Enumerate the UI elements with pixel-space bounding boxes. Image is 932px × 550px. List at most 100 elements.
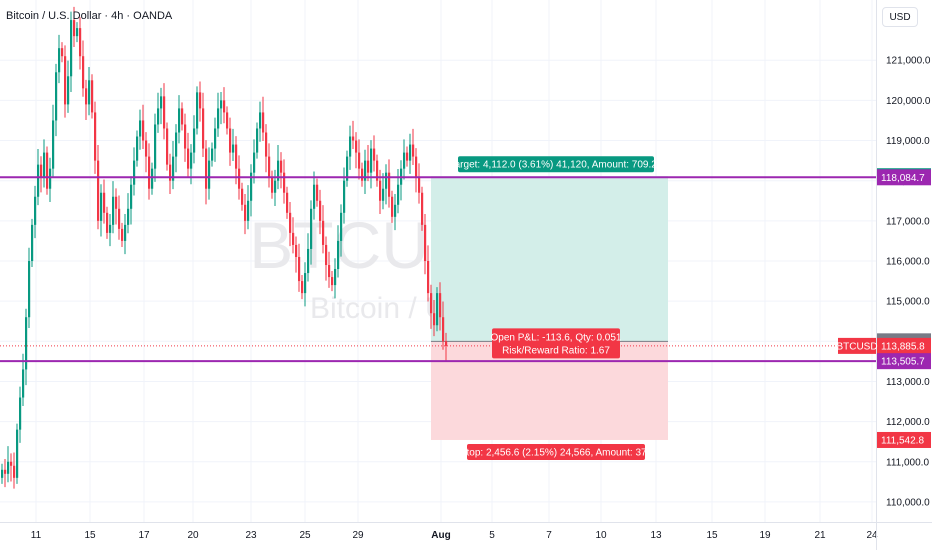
candle-body	[193, 128, 196, 153]
price-tag-line: 118,084.7	[877, 169, 931, 186]
candle-body	[169, 164, 172, 181]
candle-body	[229, 128, 232, 153]
candle-body	[88, 80, 91, 105]
x-tick-label: 25	[299, 530, 311, 541]
y-tick-label: 119,000.0	[886, 136, 930, 147]
candle-body	[127, 208, 130, 225]
candle-body	[85, 88, 88, 105]
candle-body	[94, 112, 97, 161]
candle-body	[100, 192, 103, 221]
candle-body	[316, 184, 319, 201]
x-tick-label: 15	[84, 530, 96, 541]
candle-body	[286, 192, 289, 213]
candle-body	[190, 152, 193, 169]
y-tick-label: 120,000.0	[886, 96, 931, 107]
y-tick-label: 116,000.0	[886, 257, 930, 268]
y-tick-label: 110,000.0	[886, 497, 930, 508]
candle-body	[157, 108, 160, 125]
candle-body	[133, 160, 136, 185]
candle-body	[328, 265, 331, 278]
candle-body	[226, 112, 229, 129]
candle-body	[82, 56, 85, 89]
candle-body	[349, 136, 352, 157]
x-tick-label: 5	[489, 530, 495, 541]
x-tick-label: 7	[546, 530, 552, 541]
pnl-label[interactable]: Open P&L: -113.6, Qty: 0.051 Risk/Reward …	[490, 328, 622, 359]
x-tick-label: 11	[31, 530, 42, 541]
target-label-text: Target: 4,112.0 (3.61%) 41,120, Amount: …	[450, 160, 663, 171]
rr-text: Risk/Reward Ratio: 1.67	[502, 345, 610, 356]
candle-body	[277, 160, 280, 181]
x-tick-label: 24	[866, 530, 878, 541]
candle-body	[196, 92, 199, 129]
target-label[interactable]: Target: 4,112.0 (3.61%) 41,120, Amount: …	[450, 156, 663, 173]
candle-body	[46, 152, 49, 189]
x-tick-label: 21	[814, 530, 826, 541]
candle-body	[49, 168, 52, 189]
candle-body	[436, 293, 439, 326]
candle-body	[7, 461, 10, 474]
stop-label[interactable]: Stop: 2,456.6 (2.15%) 24,566, Amount: 37…	[460, 443, 653, 460]
candle-body	[301, 281, 304, 294]
candle-body	[271, 176, 274, 193]
candle-body	[397, 184, 400, 205]
candle-body	[355, 140, 358, 153]
candle-body	[115, 196, 118, 209]
candle-body	[331, 277, 334, 286]
candles	[1, 6, 448, 489]
x-tick-label: 17	[138, 530, 150, 541]
price-tag-line: 113,505.7	[877, 353, 931, 370]
candle-body	[214, 128, 217, 149]
candle-body	[340, 212, 343, 241]
candle-body	[319, 200, 322, 221]
candle-body	[310, 208, 313, 249]
y-tick-label: 111,000.0	[886, 457, 929, 468]
candle-body	[307, 248, 310, 274]
x-tick-label: 13	[650, 530, 662, 541]
candle-body	[322, 220, 325, 245]
candle-body	[130, 184, 133, 209]
candle-body	[19, 397, 22, 430]
candle-body	[166, 128, 169, 165]
candle-body	[325, 244, 328, 266]
candle-body	[217, 108, 220, 129]
candle-body	[163, 96, 166, 129]
candle-body	[172, 156, 175, 181]
candle-body	[124, 224, 127, 241]
target-zone[interactable]	[431, 176, 668, 342]
candle-body	[16, 429, 19, 478]
candle-body	[148, 156, 151, 189]
candle-body	[70, 20, 73, 77]
x-tick-label: Aug	[431, 530, 450, 541]
candle-body	[97, 160, 100, 221]
candle-body	[13, 465, 16, 478]
candle-body	[412, 144, 415, 157]
candle-body	[289, 212, 292, 233]
candle-body	[361, 168, 364, 181]
candle-body	[430, 293, 433, 314]
candle-body	[34, 196, 37, 225]
candle-body	[52, 120, 55, 169]
price-tag-last-text: 113,885.8	[881, 341, 925, 352]
candle-body	[154, 124, 157, 169]
candle-body	[409, 144, 412, 161]
currency-button[interactable]: USD	[882, 7, 918, 27]
candle-body	[208, 160, 211, 189]
y-tick-label: 112,000.0	[886, 417, 930, 428]
candle-body	[43, 152, 46, 177]
candle-body	[175, 132, 178, 157]
candle-body	[160, 96, 163, 109]
x-tick-label: 10	[595, 530, 607, 541]
candle-body	[403, 152, 406, 169]
candle-body	[103, 192, 106, 213]
symbol-title[interactable]: Bitcoin / U.S. Dollar · 4h · OANDA	[6, 10, 173, 22]
candle-body	[352, 136, 355, 141]
x-tick-label: 29	[352, 530, 364, 541]
candle-body	[4, 469, 7, 474]
candle-body	[439, 293, 442, 318]
candle-body	[391, 196, 394, 217]
candle-body	[376, 160, 379, 181]
candle-body	[178, 108, 181, 133]
y-tick-label: 115,000.0	[886, 297, 930, 308]
